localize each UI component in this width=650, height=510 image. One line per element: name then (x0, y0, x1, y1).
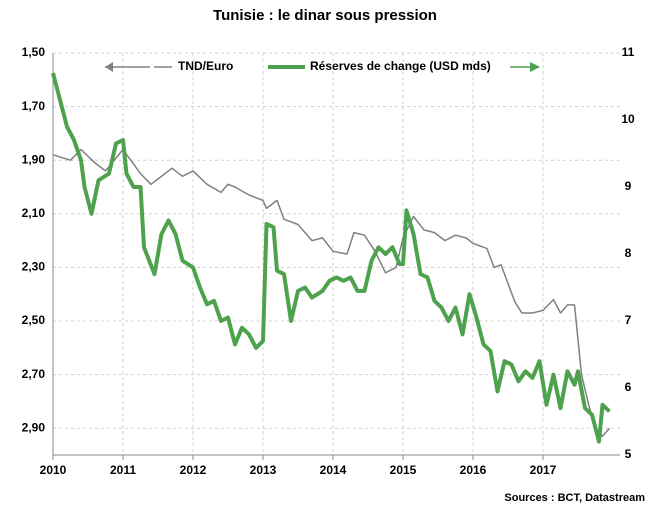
y-tick-label: 2,50 (22, 313, 46, 327)
y2-tick-label: 11 (622, 45, 635, 59)
x-tick-label: 2015 (390, 463, 417, 477)
legend: TND/Euro Réserves de change (USD mds) (105, 59, 540, 73)
y-tick-label: 2,10 (22, 206, 46, 220)
plot: 1,50 1,70 1,90 2,10 2,30 2,50 2,70 2,90 5 6 7 8 9 10 1… (22, 45, 635, 477)
x-tick-label: 2013 (250, 463, 277, 477)
y2-tick-label: 7 (625, 313, 632, 327)
y2-tick-label: 8 (625, 246, 632, 260)
y-tick-label: 2,90 (22, 420, 46, 434)
x-tick-label: 2011 (110, 463, 136, 477)
x-tick-label: 2017 (530, 463, 557, 477)
series-line (52, 148, 611, 437)
x-tick-label: 2016 (460, 463, 487, 477)
y-tick-label: 1,50 (22, 45, 46, 59)
y2-tick-label: 9 (625, 179, 632, 193)
chart-title: Tunisie : le dinar sous pression (213, 7, 437, 24)
y-tick-label: 1,90 (22, 152, 46, 166)
x-tick-label: 2010 (40, 463, 67, 477)
y2-tick-label: 5 (625, 447, 632, 461)
y-tick-label: 1,70 (22, 99, 46, 113)
series-line (51, 72, 611, 444)
legend-label: TND/Euro (178, 59, 233, 73)
x-tick-label: 2012 (180, 463, 207, 477)
x-tick-label: 2014 (320, 463, 347, 477)
legend-label: Réserves de change (USD mds) (310, 59, 491, 73)
y2-tick-label: 10 (621, 112, 635, 126)
source: Sources : BCT, Datastream (504, 492, 645, 504)
y-tick-label: 2,70 (22, 367, 46, 381)
y2-tick-label: 6 (625, 380, 632, 394)
legend-arrow-head (530, 62, 540, 72)
legend-arrow-head (105, 62, 113, 72)
y-tick-label: 2,30 (22, 260, 46, 274)
